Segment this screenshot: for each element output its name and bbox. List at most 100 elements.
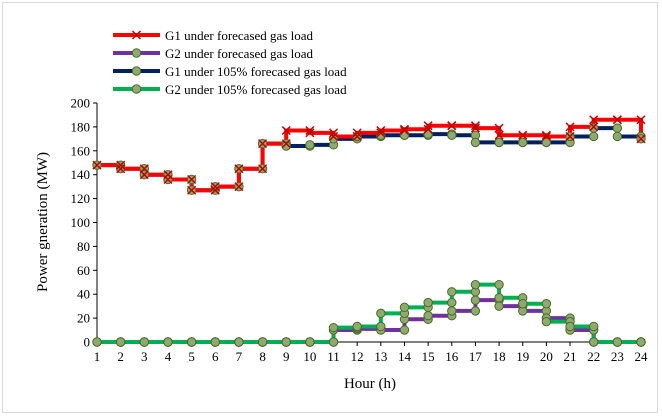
data-point [399, 125, 410, 136]
data-point [399, 325, 410, 335]
data-point [186, 337, 197, 347]
data-point [423, 297, 433, 308]
data-point [163, 337, 173, 347]
data-point [565, 122, 575, 132]
data-point [281, 139, 291, 149]
data-point [399, 124, 410, 134]
x-tick-label: 15 [422, 349, 435, 364]
data-point [423, 129, 433, 139]
data-point [139, 170, 149, 180]
data-point [187, 174, 197, 185]
data-point [541, 137, 552, 148]
data-point [116, 160, 126, 170]
data-point [234, 182, 244, 192]
y-tick-label: 60 [77, 263, 90, 278]
data-point [541, 131, 551, 141]
data-point [589, 115, 599, 125]
data-point [210, 337, 220, 347]
x-tick-label: 24 [635, 349, 649, 364]
y-tick-label: 100 [71, 215, 91, 230]
data-point [115, 337, 126, 347]
x-tick-label: 14 [398, 349, 412, 364]
legend: G1 under forecased gas load G2 under fore… [113, 28, 347, 97]
data-point [352, 321, 362, 332]
data-point [423, 124, 433, 134]
data-point [423, 311, 433, 321]
x-tick-label: 20 [540, 349, 553, 364]
data-point [470, 137, 481, 148]
data-point [494, 123, 504, 133]
y-axis-label: Power gneration (MW) [35, 152, 51, 292]
data-point [494, 293, 504, 303]
legend-item: G2 under 105% forecased gas load [113, 82, 347, 97]
data-point [470, 121, 480, 131]
series-markers [92, 115, 646, 347]
legend-marker [131, 84, 142, 94]
data-point [565, 131, 575, 141]
data-point [588, 337, 599, 347]
legend-item: G1 under forecased gas load [113, 28, 313, 43]
data-point [257, 337, 268, 347]
data-point [612, 337, 623, 347]
data-point [636, 134, 646, 144]
data-point [328, 128, 339, 138]
x-tick-label: 3 [141, 349, 148, 364]
data-point [612, 115, 622, 125]
data-point [612, 123, 623, 133]
x-tick-label: 19 [516, 349, 529, 364]
data-point [423, 121, 433, 131]
legend-label: G2 under forecased gas load [165, 46, 313, 61]
legend-label: G1 under 105% forecased gas load [165, 64, 347, 79]
data-point [636, 337, 646, 347]
y-tick-label: 200 [71, 96, 91, 111]
x-tick-label: 12 [351, 349, 364, 364]
data-point [565, 321, 575, 332]
data-point [470, 279, 481, 290]
data-point [305, 140, 315, 150]
x-tick-label: 5 [188, 349, 195, 364]
x-tick-label: 4 [165, 349, 172, 364]
data-point [470, 306, 481, 316]
legend-marker [131, 30, 142, 40]
legend-label: G1 under forecased gas load [165, 28, 313, 43]
legend-marker [131, 66, 142, 76]
legend-item: G1 under 105% forecased gas load [113, 64, 347, 79]
y-tick-label: 40 [77, 287, 90, 302]
data-point [494, 130, 504, 140]
data-point [305, 337, 315, 347]
data-point [494, 279, 504, 290]
data-point [210, 182, 220, 192]
data-point [447, 121, 457, 131]
series-line-4 [97, 282, 641, 344]
data-point [281, 125, 291, 136]
data-point [305, 128, 315, 138]
series-lines [97, 117, 643, 344]
data-point [541, 316, 552, 327]
data-point [589, 122, 599, 132]
data-point [139, 337, 150, 347]
series-line-1 [97, 117, 643, 193]
data-point [612, 131, 623, 142]
x-axis-label: Hour (h) [344, 376, 396, 392]
data-point [447, 297, 457, 308]
x-tick-label: 10 [303, 349, 316, 364]
x-tick-label: 16 [445, 349, 459, 364]
data-point [494, 137, 504, 148]
data-point [518, 299, 528, 309]
x-tick-label: 2 [117, 349, 124, 364]
data-point [541, 130, 551, 140]
x-tick-label: 17 [469, 349, 483, 364]
data-point [588, 123, 599, 133]
data-point [328, 337, 339, 347]
data-point [328, 131, 339, 141]
x-tick-label: 9 [283, 349, 290, 364]
data-point [281, 141, 291, 151]
data-point [187, 185, 197, 195]
data-point [447, 306, 457, 316]
data-point [92, 160, 102, 170]
data-point [494, 301, 504, 311]
data-point [470, 123, 480, 133]
x-tick-label: 21 [564, 349, 577, 364]
data-point [352, 131, 362, 141]
